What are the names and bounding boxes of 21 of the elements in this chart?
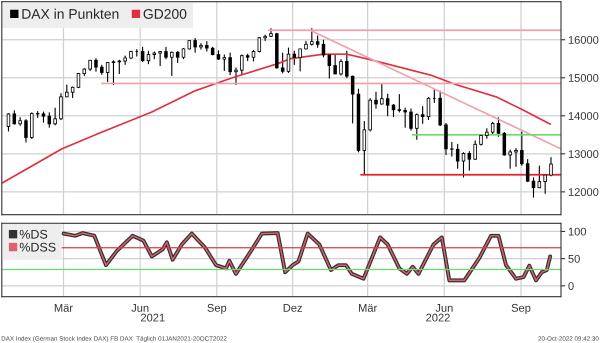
y-tick-label: 16000 — [568, 36, 598, 44]
legend-label: DAX in Punkten — [22, 8, 118, 19]
x-tick-label: Jun — [131, 304, 148, 312]
x-tick-label: Sep — [512, 304, 530, 314]
y-tick-label: 50 — [568, 254, 580, 263]
legend-label: GD200 — [144, 9, 186, 19]
y-tick-label: 100 — [568, 228, 586, 236]
y-tick-label: 12000 — [568, 188, 598, 196]
x-tick-label: Dez — [284, 304, 302, 312]
x-tick-label: Sep — [207, 304, 226, 314]
x-tick-label: Mär — [54, 304, 73, 312]
x-tick-label: Jun — [436, 304, 453, 312]
y-tick-label: 0 — [568, 282, 574, 290]
y-tick-label: 14000 — [568, 112, 598, 120]
legend-label: %DSS — [20, 242, 56, 252]
x-tick-label: Mär — [359, 304, 378, 312]
text: 2021 — [140, 314, 165, 322]
legend-label: %DS — [20, 230, 48, 239]
y-tick-label: 15000 — [568, 74, 598, 82]
text: 2022 — [426, 314, 450, 322]
y-tick-label: 13000 — [568, 150, 598, 158]
